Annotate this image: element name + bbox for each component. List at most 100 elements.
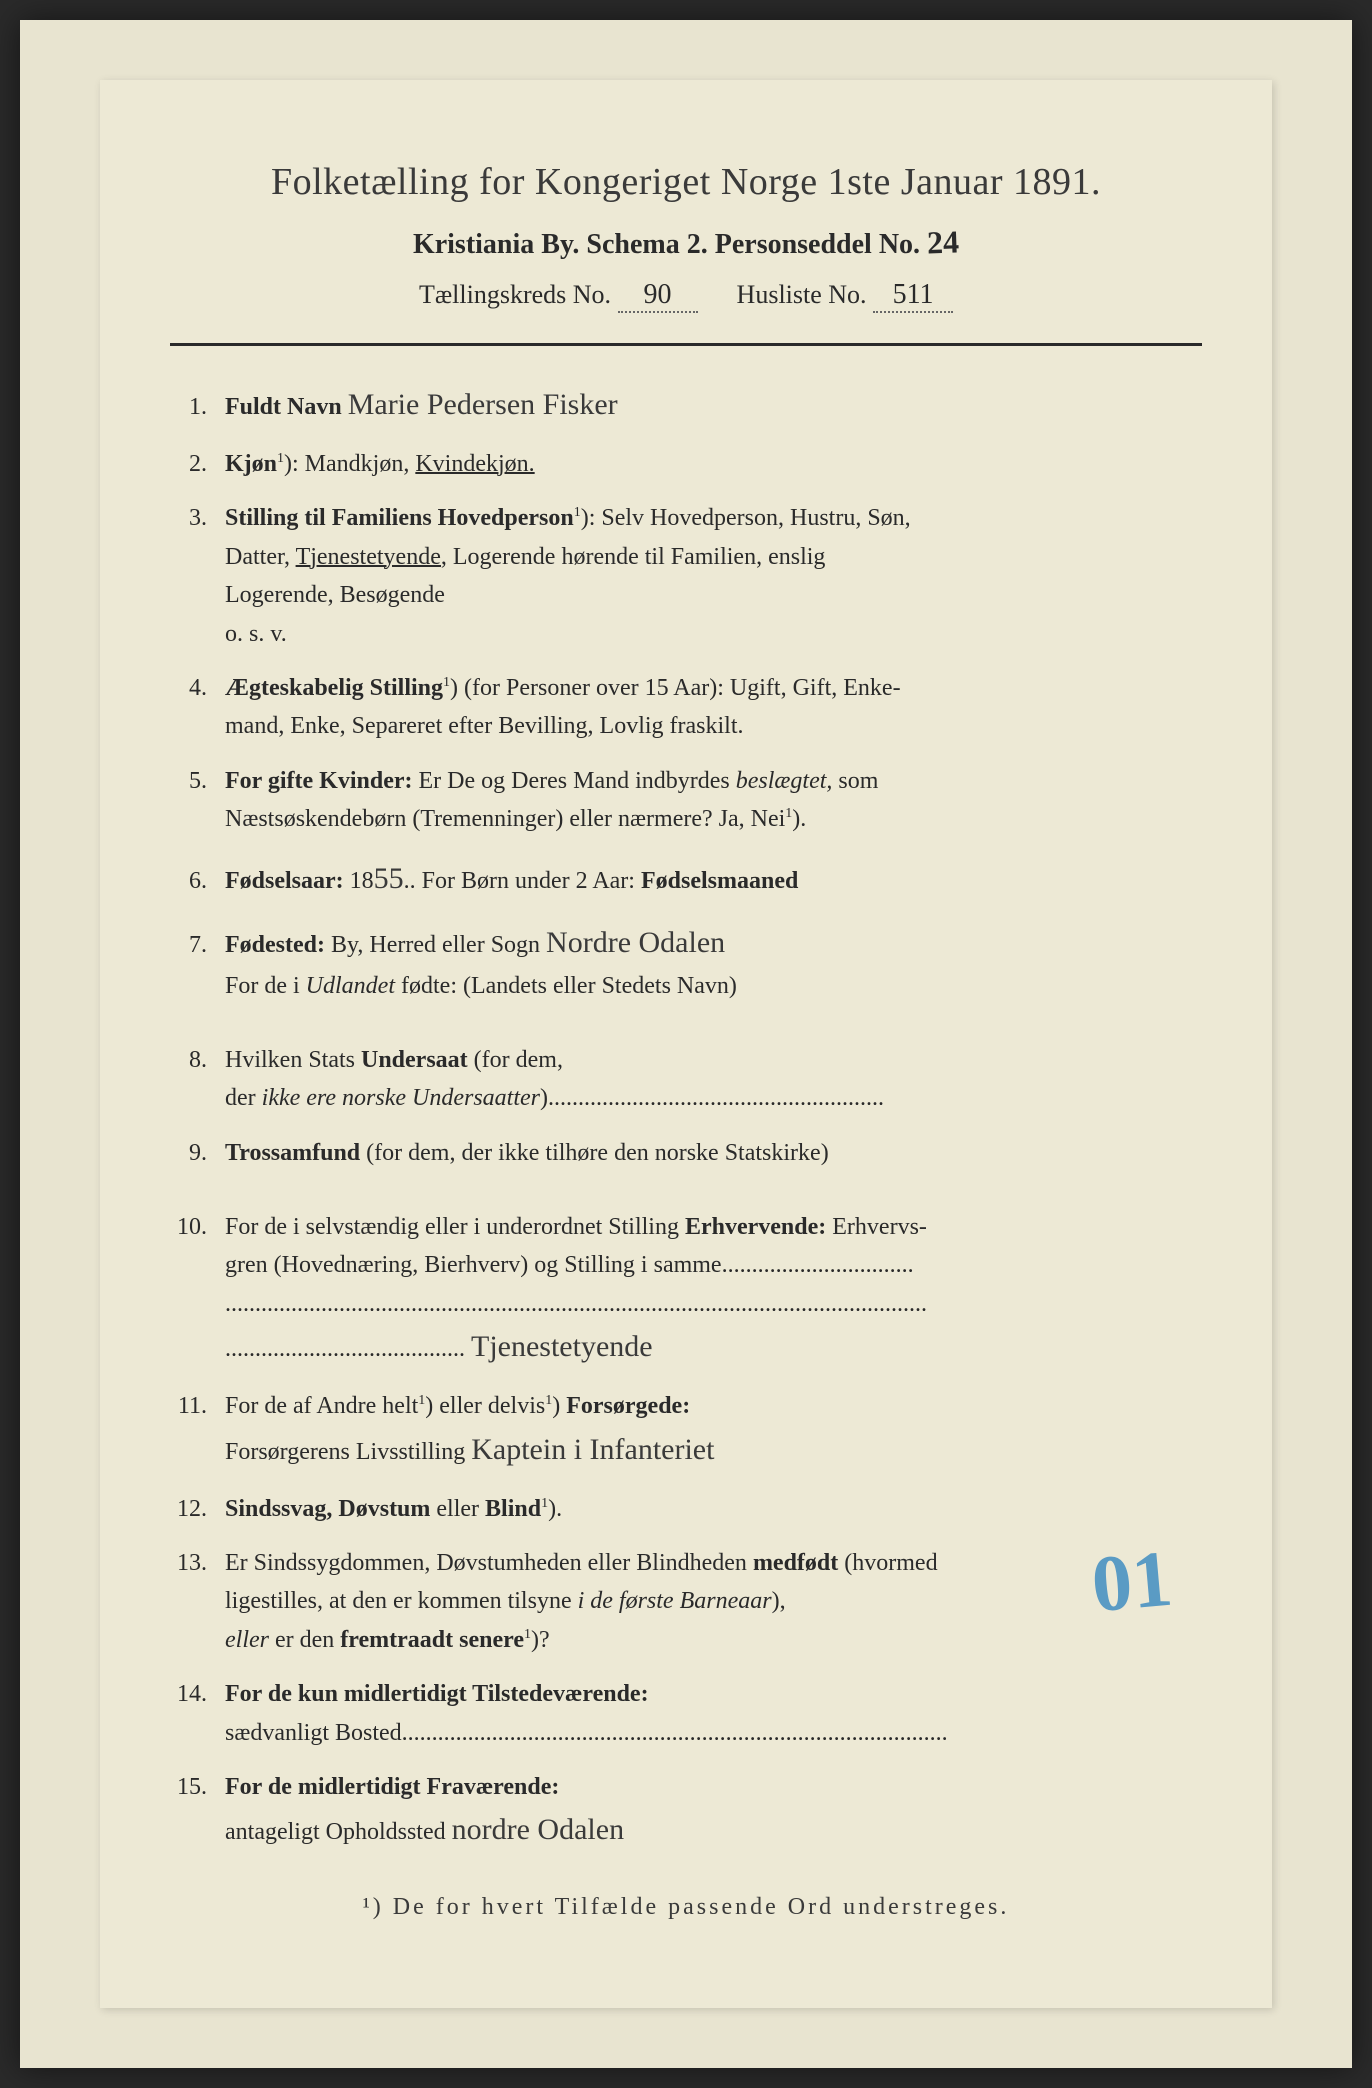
row-13: 13. Er Sindssygdommen, Døvstumheden elle… xyxy=(170,1544,1202,1659)
bold: Undersaat xyxy=(361,1047,468,1073)
divider xyxy=(170,343,1202,346)
livsstilling-value: Kaptein i Infanteriet xyxy=(471,1433,714,1466)
sub-title: Kristiania By. Schema 2. Personseddel No… xyxy=(170,224,1202,261)
bold2: Blind xyxy=(485,1496,541,1522)
row-content: Ægteskabelig Stilling1) (for Personer ov… xyxy=(225,669,1202,746)
line4: o. s. v. xyxy=(225,621,287,647)
line2: mand, Enke, Separeret efter Bevilling, L… xyxy=(225,713,744,739)
row-num: 13. xyxy=(170,1544,225,1582)
line1c: ) xyxy=(552,1393,566,1419)
line2b: Logerende hørende til Familien, enslig xyxy=(447,544,826,570)
form-card: Folketælling for Kongeriget Norge 1ste J… xyxy=(100,80,1272,2008)
fodested-value: Nordre Odalen xyxy=(546,926,725,959)
bold1: medfødt xyxy=(753,1550,838,1576)
label: Stilling til Familiens Hovedperson xyxy=(225,505,574,531)
row-5: 5. For gifte Kvinder: Er De og Deres Man… xyxy=(170,762,1202,839)
line1: ): Selv Hovedperson, Hustru, Søn, xyxy=(581,505,911,531)
row-8: 8. Hvilken Stats Undersaat (for dem, der… xyxy=(170,1041,1202,1118)
line3a: eller xyxy=(225,1627,269,1653)
row-content: Er Sindssygdommen, Døvstumheden eller Bl… xyxy=(225,1544,1202,1659)
line1b: Erhvervs- xyxy=(826,1214,927,1240)
tallingskreds-no: 90 xyxy=(644,279,672,310)
third-line: Tællingskreds No. 90 Husliste No. 511 xyxy=(170,279,1202,313)
italic: ikke ere norske Undersaatter xyxy=(262,1085,540,1111)
bold2: fremtraadt senere xyxy=(340,1627,524,1653)
mid: .. For Børn under 2 Aar: xyxy=(404,868,641,894)
bold: Forsørgede: xyxy=(566,1393,690,1419)
line1a: Hvilken Stats xyxy=(225,1047,361,1073)
line2a: ligestilles, at den er kommen tilsyne xyxy=(225,1588,578,1614)
text: eller xyxy=(430,1496,485,1522)
bold: Erhvervende: xyxy=(685,1214,826,1240)
row-num: 4. xyxy=(170,669,225,707)
header: Folketælling for Kongeriget Norge 1ste J… xyxy=(170,160,1202,313)
row-content: For de i selvstændig eller i underordnet… xyxy=(225,1208,1202,1371)
end: ). xyxy=(548,1496,562,1522)
row-12: 12. Sindssvag, Døvstum eller Blind1). xyxy=(170,1490,1202,1528)
line1b: som xyxy=(832,768,878,794)
line1a: Er Sindssygdommen, Døvstumheden eller Bl… xyxy=(225,1550,753,1576)
row-content: For gifte Kvinder: Er De og Deres Mand i… xyxy=(225,762,1202,839)
row-content: For de midlertidigt Fraværende: antageli… xyxy=(225,1768,1202,1854)
row-1: 1. Fuldt Navn Marie Pedersen Fisker xyxy=(170,381,1202,429)
label: Fødselsaar: xyxy=(225,868,344,894)
bold: Sindssvag, Døvstum xyxy=(225,1496,430,1522)
personseddel-no: 24 xyxy=(926,223,959,261)
line2: gren (Hovednæring, Bierhverv) og Stillin… xyxy=(225,1252,722,1278)
row-9: 9. Trossamfund (for dem, der ikke tilhør… xyxy=(170,1134,1202,1172)
row-6: 6. Fødselsaar: 1855.. For Børn under 2 A… xyxy=(170,855,1202,903)
row-content: Sindssvag, Døvstum eller Blind1). xyxy=(225,1490,1202,1528)
row-num: 11. xyxy=(170,1387,225,1425)
line1b: (for dem, xyxy=(468,1047,563,1073)
line1b: (hvormed xyxy=(838,1550,937,1576)
kvindekjon: Kvindekjøn. xyxy=(415,451,534,477)
line2: Næstsøskendebørn (Tremenninger) eller næ… xyxy=(225,806,785,832)
row-11: 11. For de af Andre helt1) eller delvis1… xyxy=(170,1387,1202,1473)
footnote: ¹) De for hvert Tilfælde passende Ord un… xyxy=(170,1894,1202,1921)
line2: Forsørgerens Livsstilling xyxy=(225,1439,471,1465)
row-content: For de kun midlertidigt Tilstedeværende:… xyxy=(225,1675,1202,1752)
tallingskreds-label: Tællingskreds No. xyxy=(419,280,611,309)
year-value: 55 xyxy=(374,862,404,895)
row-num: 15. xyxy=(170,1768,225,1806)
text: By, Herred eller Sogn xyxy=(325,932,546,958)
line2a: Datter, xyxy=(225,544,296,570)
row-num: 3. xyxy=(170,499,225,537)
erhverv-value: Tjenestetyende xyxy=(471,1330,653,1363)
fuldt-navn-value: Marie Pedersen Fisker xyxy=(348,388,618,421)
row-num: 5. xyxy=(170,762,225,800)
line2: sædvanligt Bosted xyxy=(225,1720,402,1746)
sup: 1 xyxy=(574,505,581,520)
row-content: For de af Andre helt1) eller delvis1) Fo… xyxy=(225,1387,1202,1473)
label2: Fødselsmaaned xyxy=(641,868,798,894)
bold: For de midlertidigt Fraværende: xyxy=(225,1774,559,1800)
sup: 1 xyxy=(277,451,284,466)
row-num: 6. xyxy=(170,862,225,900)
sup: 1 xyxy=(443,675,450,690)
husliste-label: Husliste No. xyxy=(737,280,867,309)
main-title: Folketælling for Kongeriget Norge 1ste J… xyxy=(170,160,1202,204)
line1b: ) eller delvis xyxy=(425,1393,545,1419)
row-content: Fødselsaar: 1855.. For Børn under 2 Aar:… xyxy=(225,855,1202,903)
label: Kjøn xyxy=(225,451,277,477)
line2b: ) xyxy=(540,1085,548,1111)
husliste-no: 511 xyxy=(893,279,934,310)
tjenestetyende: Tjenestetyende, xyxy=(296,544,447,570)
spacer xyxy=(170,1021,1202,1041)
row-content: Fødested: By, Herred eller Sogn Nordre O… xyxy=(225,919,1202,1005)
page-background: Folketælling for Kongeriget Norge 1ste J… xyxy=(20,20,1352,2068)
line1a: For de i selvstændig eller i underordnet… xyxy=(225,1214,685,1240)
label: Fuldt Navn xyxy=(225,394,342,420)
row-num: 9. xyxy=(170,1134,225,1172)
row-content: Hvilken Stats Undersaat (for dem, der ik… xyxy=(225,1041,1202,1118)
row-content: Stilling til Familiens Hovedperson1): Se… xyxy=(225,499,1202,653)
row-15: 15. For de midlertidigt Fraværende: anta… xyxy=(170,1768,1202,1854)
line2: antageligt Opholdssted xyxy=(225,1819,452,1845)
italic: beslægtet, xyxy=(736,768,833,794)
row-num: 2. xyxy=(170,445,225,483)
row-10: 10. For de i selvstændig eller i underor… xyxy=(170,1208,1202,1371)
opholdssted-value: nordre Odalen xyxy=(452,1813,624,1846)
sub-title-prefix: Kristiania By. Schema 2. Personseddel No… xyxy=(413,229,920,260)
text: ): Mandkjøn, xyxy=(284,451,415,477)
label: For gifte Kvinder: xyxy=(225,768,413,794)
